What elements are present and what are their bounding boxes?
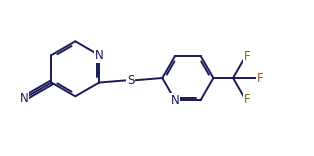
Text: F: F — [257, 71, 264, 85]
Text: N: N — [19, 92, 28, 105]
Text: N: N — [171, 94, 179, 107]
Text: F: F — [243, 93, 250, 106]
Text: F: F — [243, 50, 250, 63]
Text: N: N — [95, 49, 104, 62]
Text: S: S — [127, 74, 134, 87]
